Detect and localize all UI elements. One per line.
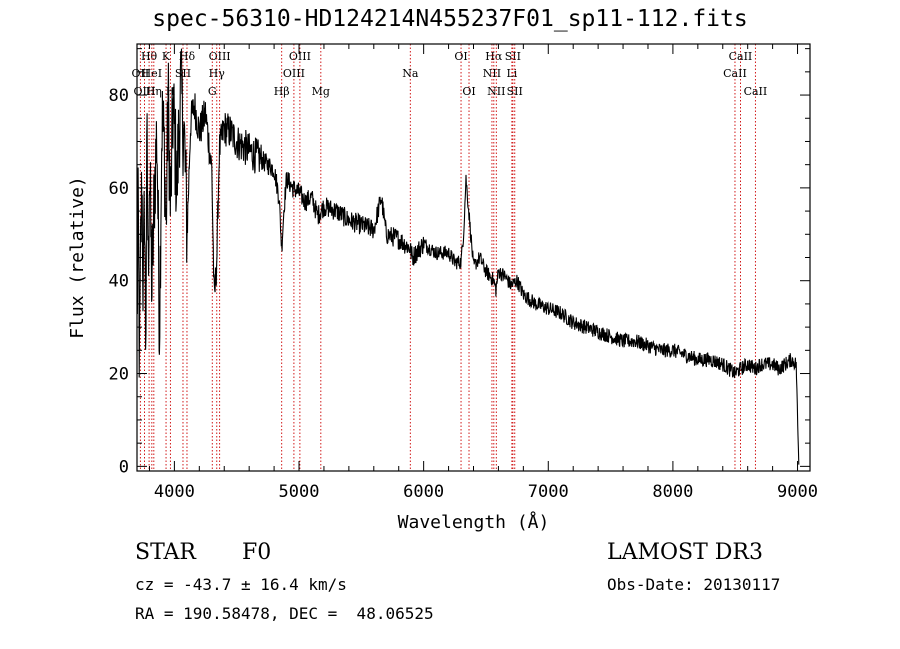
line-marker-label: OIII xyxy=(209,50,231,63)
line-marker-label: Hη xyxy=(146,85,162,98)
line-marker-label: SII xyxy=(505,50,521,63)
y-tick-label: 0 xyxy=(119,457,129,477)
y-axis-label: Flux (relative) xyxy=(67,176,88,339)
sky-coordinates: RA = 190.58478, DEC = 48.06525 xyxy=(135,604,434,623)
axis-ticks: 4000 5000 6000 7000 8000 9000 0 20 40 60 80 xyxy=(109,44,818,502)
flux-series-line xyxy=(136,48,800,465)
y-tick-label: 60 xyxy=(109,179,129,199)
line-marker-label: Mg xyxy=(312,85,330,98)
line-marker-label: CaII xyxy=(744,85,768,98)
line-marker-label: H xyxy=(166,85,176,98)
line-marker-label: Hθ xyxy=(141,50,158,63)
line-marker-label: Hα xyxy=(485,50,503,63)
survey-name: LAMOST DR3 xyxy=(607,540,763,565)
line-marker-label: G xyxy=(208,85,217,98)
line-marker-label: OI xyxy=(462,85,475,98)
line-marker-label: CaII xyxy=(723,67,747,80)
line-marker-label: K xyxy=(162,50,171,63)
line-marker-label: OI xyxy=(454,50,467,63)
line-marker-label: HeI xyxy=(142,67,162,80)
redshift-cz: cz = -43.7 ± 16.4 km/s xyxy=(135,575,347,594)
observation-date: Obs-Date: 20130117 xyxy=(607,575,781,594)
y-tick-label: 20 xyxy=(109,365,129,385)
x-tick-label: 4000 xyxy=(154,482,195,502)
x-tick-label: 9000 xyxy=(777,482,818,502)
object-class: STAR xyxy=(135,540,196,565)
object-subclass: F0 xyxy=(242,540,272,565)
line-marker-label: Hδ xyxy=(179,50,196,63)
y-tick-label: 80 xyxy=(109,86,129,106)
line-marker-label: NII xyxy=(487,85,505,98)
line-marker-label: Li xyxy=(506,67,517,80)
line-marker-label: SII xyxy=(175,67,191,80)
y-tick-label: 40 xyxy=(109,272,129,292)
page-title: spec-56310-HD124214N455237F01_sp11-112.f… xyxy=(152,6,748,32)
line-marker-label: Na xyxy=(402,67,419,80)
x-tick-label: 7000 xyxy=(528,482,569,502)
line-marker-label: CaII xyxy=(729,50,753,63)
line-marker-label: NII xyxy=(483,67,501,80)
line-marker-label: OIII xyxy=(289,50,311,63)
x-tick-label: 8000 xyxy=(652,482,693,502)
x-axis-label: Wavelength (Å) xyxy=(398,511,550,533)
x-tick-label: 5000 xyxy=(279,482,320,502)
line-marker-label: Hβ xyxy=(274,85,290,98)
line-marker-label: OIII xyxy=(283,67,305,80)
line-marker-label: SII xyxy=(507,85,523,98)
x-tick-label: 6000 xyxy=(403,482,444,502)
line-marker-label: Hγ xyxy=(209,67,226,80)
